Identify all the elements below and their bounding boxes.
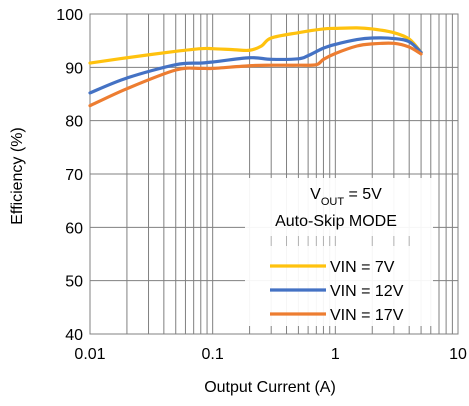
plot-area-frame [89, 13, 459, 335]
series-line [88, 36, 423, 95]
legend: VIN = 7V VIN = 12V VIN = 17V [245, 178, 433, 326]
y-axis-title: Efficiency (%) [9, 127, 26, 225]
x-tick-label: 0.01 [74, 346, 105, 363]
y-tick-label: 40 [65, 327, 83, 344]
y-tick-label: 100 [56, 7, 83, 24]
x-tick-label: 10 [449, 346, 467, 363]
vout-v: V [310, 186, 321, 203]
legend-label: VIN = 7V [330, 259, 395, 276]
vout-value: = 5V [344, 186, 382, 203]
y-tick-label: 80 [65, 114, 83, 131]
legend-label: VIN = 12V [330, 283, 404, 300]
vout-annotation: VOUT = 5V [310, 186, 382, 208]
mode-annotation: Auto-Skip MODE [275, 213, 397, 230]
y-tick-label: 60 [65, 220, 83, 237]
x-tick-label: 1 [331, 346, 340, 363]
x-tick-labels: 0.01 0.1 1 10 [74, 346, 467, 363]
vout-subscript: OUT [321, 196, 345, 208]
y-tick-labels: 40 50 60 70 80 90 100 [56, 7, 83, 344]
series-lines [88, 26, 423, 108]
series-line [88, 41, 423, 108]
x-tick-label: 0.1 [202, 346, 224, 363]
y-tick-label: 70 [65, 167, 83, 184]
y-tick-label: 90 [65, 60, 83, 77]
legend-background [245, 178, 433, 326]
series-line [88, 26, 423, 65]
y-tick-label: 50 [65, 274, 83, 291]
x-axis-title: Output Current (A) [204, 379, 336, 396]
legend-label: VIN = 17V [330, 307, 404, 324]
